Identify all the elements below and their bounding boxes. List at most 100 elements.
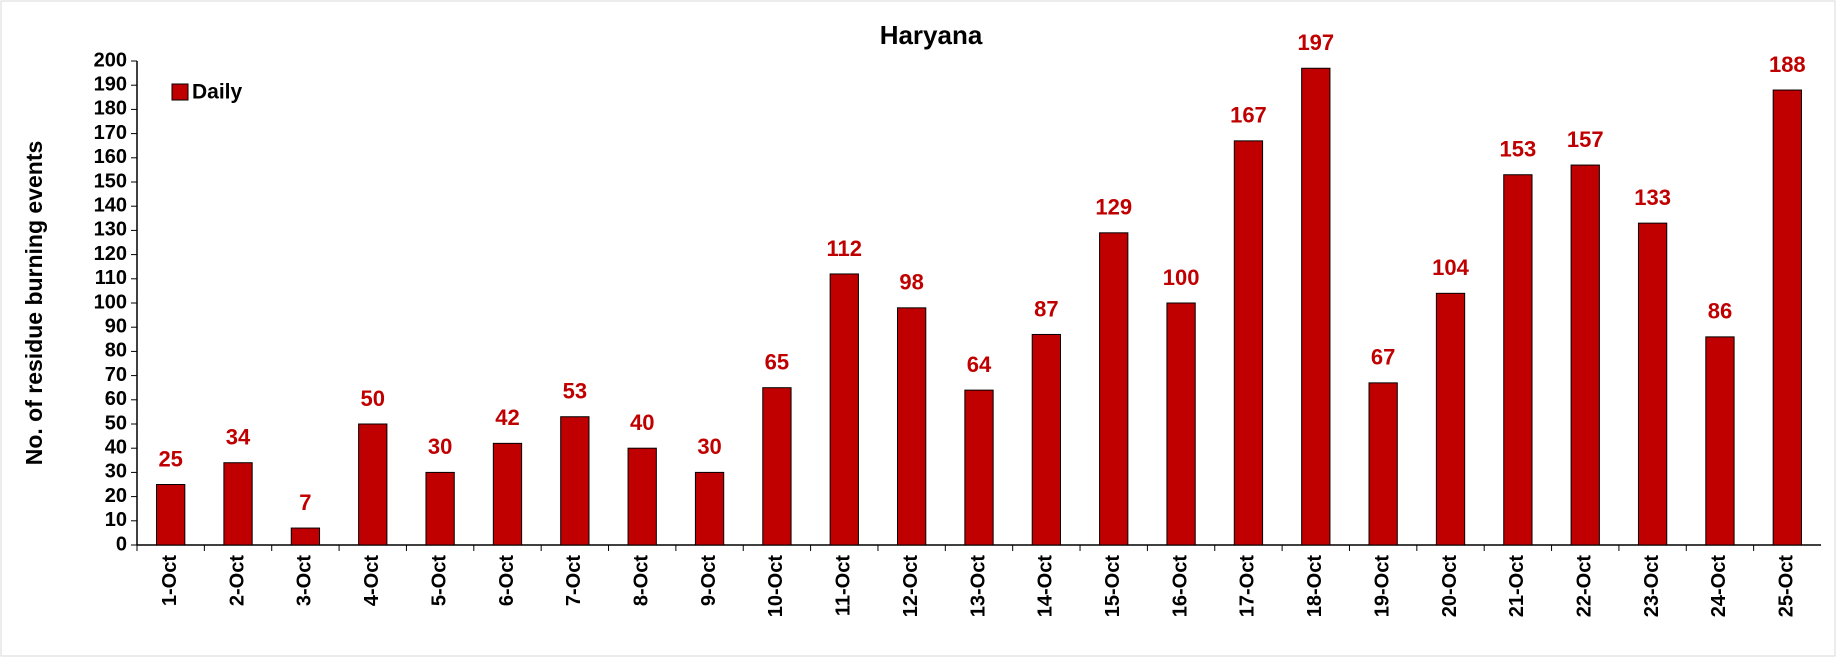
y-tick-label: 20 — [105, 485, 127, 507]
data-label: 30 — [697, 434, 721, 459]
y-tick-label: 120 — [94, 243, 127, 265]
y-tick-label: 100 — [94, 291, 127, 313]
data-label: 86 — [1708, 299, 1732, 324]
data-label: 40 — [630, 410, 654, 435]
x-tick-label: 14-Oct — [1035, 555, 1057, 618]
data-label: 65 — [765, 350, 789, 375]
y-tick-label: 180 — [94, 98, 127, 120]
bar — [358, 423, 388, 546]
bar — [1368, 382, 1398, 546]
y-tick-label: 170 — [94, 122, 127, 144]
x-tick-label: 20-Oct — [1439, 555, 1461, 618]
y-tick-label: 30 — [105, 461, 127, 483]
data-label: 129 — [1095, 195, 1132, 220]
bar — [492, 442, 523, 546]
y-tick-label: 160 — [94, 146, 127, 168]
data-label: 167 — [1230, 103, 1267, 128]
bar — [896, 307, 927, 546]
data-label: 34 — [226, 425, 251, 450]
x-tick-label: 23-Oct — [1641, 555, 1663, 618]
x-tick-label: 9-Oct — [698, 555, 720, 606]
bar — [1772, 89, 1802, 546]
bar — [829, 273, 859, 546]
bar — [1301, 67, 1331, 546]
y-tick-label: 0 — [116, 533, 127, 555]
bar — [1705, 336, 1735, 546]
data-label: 30 — [428, 434, 452, 459]
x-tick-label: 21-Oct — [1506, 555, 1528, 618]
x-tick-label: 13-Oct — [967, 555, 989, 618]
x-tick-label: 7-Oct — [563, 555, 585, 606]
data-label: 133 — [1634, 185, 1671, 210]
x-tick-label: 17-Oct — [1237, 555, 1259, 618]
data-label: 188 — [1769, 52, 1806, 77]
y-axis-label: No. of residue burning events — [21, 141, 47, 466]
x-tick-label: 2-Oct — [226, 555, 248, 606]
chart-title: Haryana — [880, 20, 983, 50]
y-tick-label: 60 — [105, 388, 127, 410]
y-tick-label: 10 — [105, 509, 127, 531]
x-tick-label: 18-Oct — [1304, 555, 1326, 618]
bar — [1637, 222, 1668, 546]
x-tick-label: 3-Oct — [294, 555, 316, 606]
x-tick-label: 1-Oct — [159, 555, 181, 606]
y-tick-label: 90 — [105, 315, 127, 337]
data-label: 42 — [495, 405, 519, 430]
data-label: 64 — [967, 352, 992, 377]
x-tick-label: 25-Oct — [1776, 555, 1798, 618]
x-tick-label: 4-Oct — [361, 555, 383, 606]
y-tick-label: 110 — [95, 267, 127, 289]
data-label: 197 — [1297, 30, 1334, 55]
bar — [1166, 302, 1196, 546]
y-tick-label: 140 — [94, 194, 127, 216]
x-tick-label: 12-Oct — [900, 555, 922, 618]
bar — [425, 471, 455, 546]
y-tick-label: 40 — [105, 436, 127, 458]
bar — [560, 416, 590, 546]
data-label: 50 — [361, 386, 385, 411]
data-label: 112 — [827, 236, 863, 261]
bar — [223, 462, 253, 546]
x-tick-label: 24-Oct — [1708, 555, 1730, 618]
bar — [1099, 232, 1129, 546]
y-tick-label: 150 — [94, 170, 127, 192]
data-label: 87 — [1034, 296, 1058, 321]
bar — [762, 387, 792, 546]
legend-label: Daily — [192, 81, 243, 104]
x-tick-label: 15-Oct — [1102, 555, 1124, 618]
y-tick-label: 200 — [94, 49, 127, 71]
x-tick-label: 22-Oct — [1574, 555, 1596, 618]
bar — [1570, 164, 1600, 546]
bar — [1435, 292, 1466, 546]
data-label: 153 — [1500, 137, 1537, 162]
bar — [1233, 140, 1264, 546]
bar — [694, 471, 725, 546]
x-tick-label: 16-Oct — [1169, 555, 1191, 618]
data-label: 67 — [1371, 345, 1395, 370]
y-tick-label: 50 — [105, 412, 127, 434]
data-label: 100 — [1163, 265, 1200, 290]
bar — [1031, 333, 1062, 546]
data-label: 104 — [1432, 255, 1469, 280]
y-tick-label: 70 — [105, 364, 127, 386]
x-tick-label: 11-Oct — [833, 555, 855, 616]
x-tick-label: 6-Oct — [496, 555, 518, 606]
data-label: 98 — [899, 270, 923, 295]
x-tick-label: 5-Oct — [428, 555, 450, 606]
y-tick-label: 190 — [94, 73, 127, 95]
data-label: 7 — [299, 490, 311, 515]
bar — [1503, 174, 1533, 546]
bar — [156, 484, 186, 546]
bar — [627, 447, 657, 546]
x-tick-label: 19-Oct — [1371, 555, 1393, 618]
data-label: 25 — [158, 446, 182, 471]
x-tick-label: 10-Oct — [765, 555, 787, 618]
legend-swatch — [171, 83, 189, 101]
data-label: 53 — [563, 379, 587, 404]
x-tick-label: 8-Oct — [630, 555, 652, 606]
bar — [290, 527, 321, 546]
data-label: 157 — [1567, 127, 1604, 152]
y-tick-label: 130 — [94, 219, 127, 241]
bar — [964, 389, 994, 546]
